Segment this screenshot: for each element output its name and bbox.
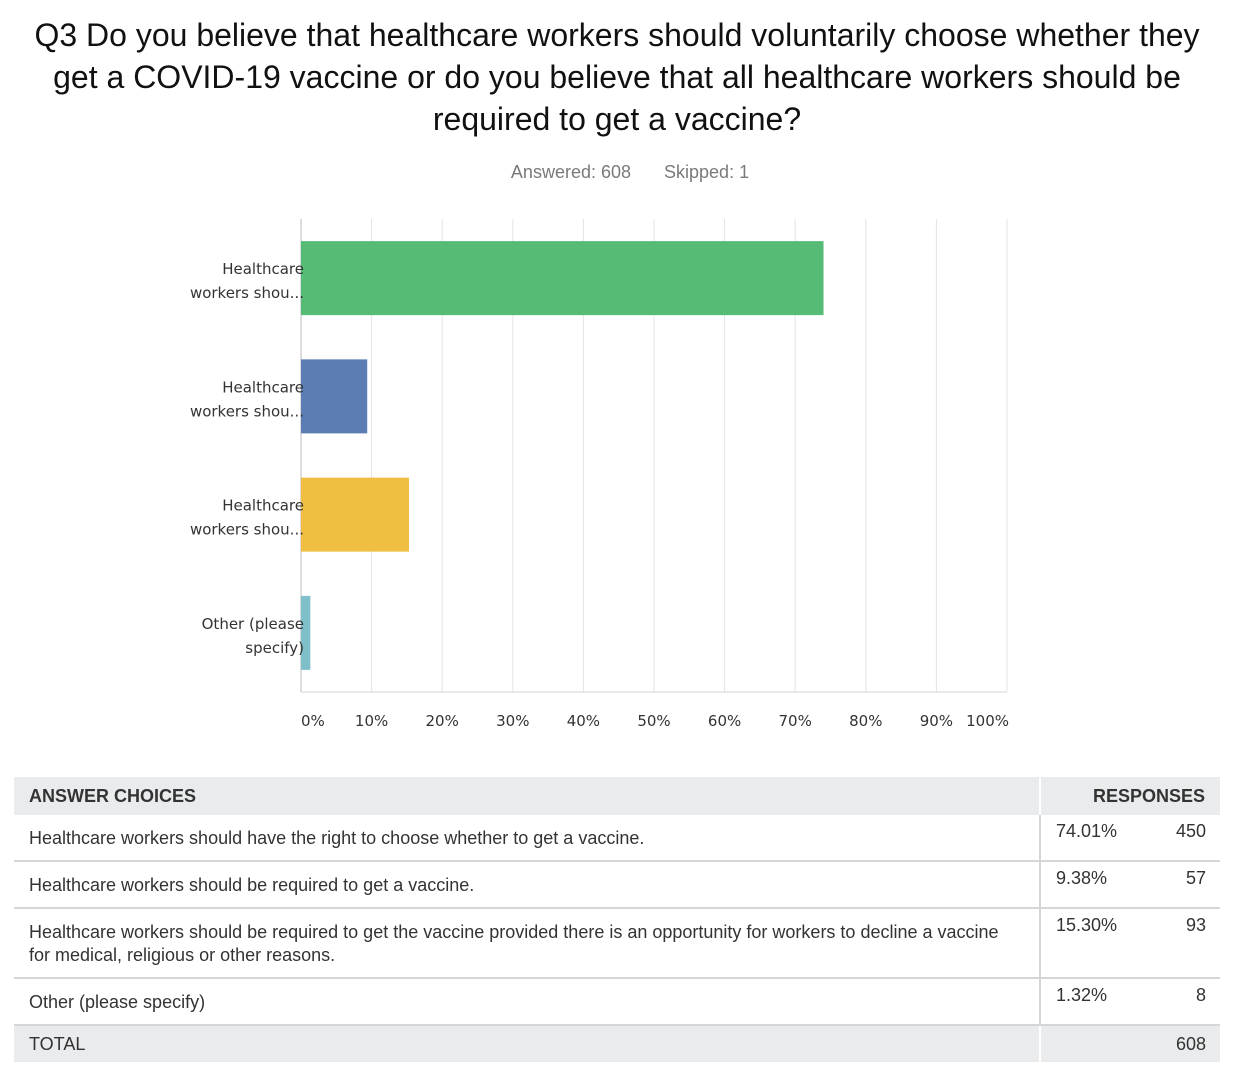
bar bbox=[301, 477, 410, 552]
results-table: ANSWER CHOICES RESPONSES Healthcare work… bbox=[14, 777, 1220, 1062]
y-axis-label-line: Other (please bbox=[202, 615, 304, 633]
x-tick-label: 20% bbox=[426, 712, 459, 730]
response-cell: 1.32% 8 bbox=[1039, 978, 1220, 1026]
y-axis-label-line: workers shou... bbox=[190, 402, 304, 420]
response-count: 450 bbox=[1175, 821, 1206, 841]
response-percent: 74.01% bbox=[1056, 821, 1118, 841]
total-label: TOTAL bbox=[14, 1025, 1040, 1062]
bar-chart: Healthcare workers shou... Healthcare worke… bbox=[190, 219, 1009, 730]
response-count: 93 bbox=[1185, 915, 1206, 935]
x-tick-label: 90% bbox=[920, 712, 953, 730]
skipped-count: Skipped: 1 bbox=[664, 162, 750, 182]
y-axis-label-line: workers shou... bbox=[190, 521, 304, 539]
answer-choice: Healthcare workers should be required to… bbox=[14, 861, 1040, 909]
table-row: Healthcare workers should be required to… bbox=[14, 861, 1220, 909]
bars bbox=[301, 241, 824, 670]
total-value: 608 bbox=[1039, 1025, 1220, 1062]
y-axis-label: Healthcare workers shou... bbox=[190, 378, 304, 420]
response-cell: 9.38% 57 bbox=[1039, 861, 1220, 909]
y-axis-label: Healthcare workers shou... bbox=[190, 497, 304, 539]
response-summary: Answered: 608 Skipped: 1 bbox=[0, 162, 1234, 183]
x-axis-ticks: 0% 10% 20% 30% 40% 50% 60% 70% 80% 90% 100% bbox=[301, 712, 1009, 730]
response-cell: 74.01% 450 bbox=[1039, 815, 1220, 862]
y-axis-label-line: specify) bbox=[245, 639, 304, 657]
table-row: Healthcare workers should be required to… bbox=[14, 908, 1220, 979]
answer-choice: Other (please specify) bbox=[14, 978, 1040, 1026]
y-axis-label-line: workers shou... bbox=[190, 284, 304, 302]
bar bbox=[301, 595, 311, 670]
response-percent: 9.38% bbox=[1056, 868, 1108, 888]
answer-choice: Healthcare workers should have the right… bbox=[14, 815, 1040, 862]
response-cell: 15.30% 93 bbox=[1039, 908, 1220, 979]
table-header-row: ANSWER CHOICES RESPONSES bbox=[14, 777, 1220, 815]
x-tick-label: 70% bbox=[779, 712, 812, 730]
answer-choice: Healthcare workers should be required to… bbox=[14, 908, 1040, 979]
response-percent: 15.30% bbox=[1056, 915, 1118, 935]
question-title: Q3 Do you believe that healthcare worker… bbox=[34, 17, 1200, 137]
responses-header: RESPONSES bbox=[1039, 777, 1220, 815]
x-tick-label: 40% bbox=[567, 712, 600, 730]
x-tick-label: 30% bbox=[496, 712, 529, 730]
answer-choices-header: ANSWER CHOICES bbox=[14, 777, 1040, 815]
response-count: 57 bbox=[1185, 868, 1206, 888]
response-count: 8 bbox=[1195, 985, 1206, 1005]
bar bbox=[301, 359, 368, 434]
y-axis-labels: Healthcare workers shou... Healthcare worke… bbox=[190, 260, 304, 657]
y-axis-label-line: Healthcare bbox=[222, 260, 304, 278]
answered-count: Answered: 608 bbox=[510, 162, 631, 182]
x-tick-label: 50% bbox=[637, 712, 670, 730]
x-tick-label: 60% bbox=[708, 712, 741, 730]
x-tick-label: 0% bbox=[301, 712, 325, 730]
x-tick-label: 80% bbox=[849, 712, 882, 730]
total-row: TOTAL 608 bbox=[14, 1025, 1220, 1062]
response-percent: 1.32% bbox=[1056, 985, 1108, 1005]
x-tick-label: 10% bbox=[355, 712, 388, 730]
y-axis-label-line: Healthcare bbox=[222, 497, 304, 515]
table-row: Healthcare workers should have the right… bbox=[14, 815, 1220, 862]
table-row: Other (please specify) 1.32% 8 bbox=[14, 978, 1220, 1026]
y-axis-label: Healthcare workers shou... bbox=[190, 260, 304, 302]
y-axis-label: Other (please specify) bbox=[202, 615, 304, 657]
x-tick-label: 100% bbox=[966, 712, 1009, 730]
y-axis-label-line: Healthcare bbox=[222, 378, 304, 396]
bar bbox=[301, 241, 824, 316]
